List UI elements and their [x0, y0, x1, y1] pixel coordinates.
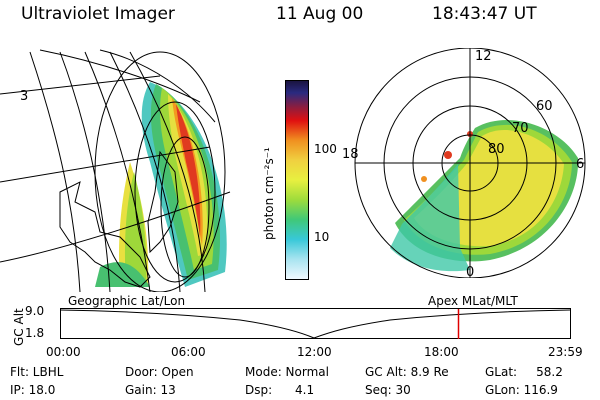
- dsp-readout: Dsp: 4.1: [245, 383, 315, 397]
- coastline: [59, 181, 151, 288]
- mode-readout: Mode: Normal: [245, 365, 329, 379]
- colorbar-tick-100: 100: [314, 142, 337, 156]
- glat-readout: GLat: 58.2: [485, 365, 563, 379]
- mlt-label-0: 0: [466, 265, 474, 278]
- door-readout: Door: Open: [125, 365, 194, 379]
- timeline-xtick-1200: 12:00: [297, 345, 332, 359]
- mlt-label-18: 18: [342, 147, 359, 162]
- timeline-xtick-2359: 23:59: [548, 345, 583, 359]
- polar-mlt-plot: 12 18 6 0 60 70 80: [342, 48, 586, 278]
- colorbar-tick-10: 10: [314, 230, 330, 244]
- colorbar: [285, 80, 309, 280]
- timeline-ytick-top: 9.0: [25, 304, 45, 318]
- flt-readout: Flt: LBHL: [10, 365, 64, 379]
- mlt-label-12: 12: [475, 49, 492, 64]
- glon-readout: GLon: 116.9: [485, 383, 558, 397]
- polar-grid: [354, 48, 586, 278]
- polar-labels: 12 18 6 0 60 70 80: [342, 49, 584, 278]
- lat-label-80: 80: [488, 142, 505, 157]
- timeline-axis-name: GC Alt: [12, 308, 26, 346]
- lat-label-70: 70: [512, 121, 529, 136]
- aurora-image: [95, 82, 227, 287]
- altitude-timeline: [60, 308, 571, 339]
- date-label: 11 Aug 00: [276, 4, 364, 24]
- geographic-map: 3: [0, 49, 231, 292]
- altitude-curve: [60, 309, 571, 339]
- instrument-title: Ultraviolet Imager: [21, 4, 175, 24]
- lat-label-60: 60: [536, 99, 553, 114]
- mlt-label-6: 6: [576, 157, 584, 172]
- timeline-ytick-bottom: 1.8: [25, 326, 45, 340]
- timeline-left-title: Geographic Lat/Lon: [68, 294, 186, 308]
- timeline-right-title: Apex MLat/MLT: [428, 294, 518, 308]
- lat-lon-grid: [0, 49, 231, 292]
- map-corner-label: 3: [20, 89, 28, 104]
- time-label: 18:43:47 UT: [432, 4, 537, 24]
- gain-readout: Gain: 13: [125, 383, 176, 397]
- timeline-xtick-1800: 18:00: [424, 345, 459, 359]
- kamchatka-outline: [147, 150, 179, 254]
- gc-alt-readout: GC Alt: 8.9 Re: [365, 365, 449, 379]
- timeline-xtick-0000: 00:00: [46, 345, 81, 359]
- seq-readout: Seq: 30: [365, 383, 411, 397]
- aurora-oval: [390, 119, 579, 272]
- colorbar-unit-label: photon cm⁻²s⁻¹: [262, 147, 276, 240]
- timeline-xtick-0600: 06:00: [171, 345, 206, 359]
- ip-readout: IP: 18.0: [10, 383, 56, 397]
